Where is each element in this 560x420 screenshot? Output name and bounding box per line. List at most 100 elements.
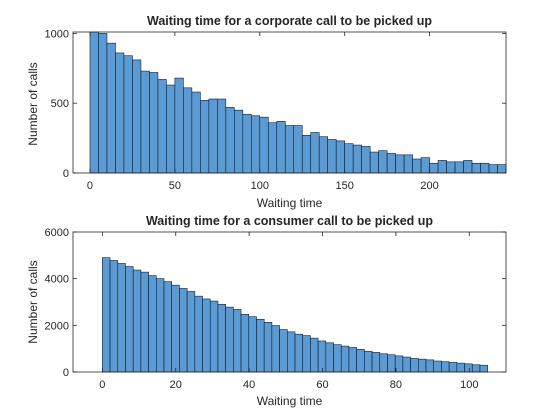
histogram-bar — [344, 143, 354, 174]
histogram-bar — [425, 359, 435, 373]
histogram-bar — [179, 288, 188, 373]
histogram-bar — [194, 295, 203, 373]
histogram-bar — [202, 298, 211, 373]
histogram-bar — [234, 109, 244, 174]
y-tick-label: 6000 — [45, 227, 69, 239]
histogram-bar — [191, 91, 201, 174]
histogram-bar — [310, 337, 319, 373]
y-tick-label: 500 — [51, 98, 69, 110]
histogram-bar — [327, 139, 337, 174]
histogram-bar — [386, 153, 396, 174]
histogram-bar — [318, 136, 329, 174]
histogram-bar — [279, 329, 288, 373]
y-axis-label: Number of calls — [26, 62, 40, 145]
histogram-bar — [412, 158, 422, 174]
histogram-bar — [132, 59, 142, 174]
histogram-bar — [394, 355, 404, 373]
histogram-bar — [464, 363, 473, 373]
axes-box — [72, 31, 507, 174]
histogram-bar — [479, 364, 488, 373]
histogram-bar — [378, 150, 388, 174]
histogram-bar — [140, 271, 149, 373]
histogram-bar — [248, 316, 257, 373]
x-tick-label: 100 — [460, 379, 478, 391]
histogram-bar — [140, 70, 150, 174]
histogram-bar — [471, 162, 481, 174]
histogram-bar — [171, 284, 180, 373]
x-axis-label: Waiting time — [257, 394, 323, 408]
histogram-bar — [369, 151, 379, 174]
axes-box — [72, 231, 507, 373]
histogram-bar — [217, 304, 226, 373]
histogram-bar — [89, 31, 99, 174]
histogram-bar — [132, 269, 142, 373]
y-axis-label: Number of calls — [26, 260, 40, 343]
histogram-bar — [263, 321, 273, 373]
histogram-bar — [276, 121, 286, 174]
histogram-bar — [174, 77, 184, 174]
y-tick-label: 1000 — [45, 28, 69, 40]
x-tick-label: 20 — [170, 379, 182, 391]
corporate-call-panel: Waiting time for a corporate call to be … — [26, 14, 507, 210]
x-tick-label: 40 — [243, 379, 255, 391]
histogram-bar — [417, 358, 427, 373]
histogram-bar — [240, 314, 250, 373]
histogram-bar — [186, 291, 196, 373]
histogram-bar — [441, 361, 450, 373]
histogram-bar — [117, 263, 126, 373]
histogram-bar — [379, 353, 388, 373]
histogram-bar — [233, 309, 242, 373]
bar-group — [89, 31, 507, 174]
histogram-bar — [446, 161, 456, 174]
histogram-bar — [348, 347, 357, 373]
tick-group: 0 20 40 60 80 100 0 2000 4000 6000 — [45, 227, 506, 391]
histogram-bar — [448, 362, 458, 373]
x-tick-label: 0 — [99, 379, 105, 391]
histogram-bar — [387, 354, 396, 373]
histogram-bar — [217, 98, 227, 174]
histogram-bar — [403, 154, 413, 174]
x-tick-label: 100 — [251, 180, 269, 192]
histogram-bar — [148, 275, 157, 373]
histogram-bar — [364, 350, 373, 373]
bar-group — [102, 257, 488, 373]
histogram-bar — [250, 115, 261, 174]
histogram-bar — [454, 161, 464, 174]
histogram-bar — [256, 318, 265, 373]
consumer-call-panel: Waiting time for a consumer call to be p… — [26, 214, 507, 408]
histogram-bar — [294, 333, 304, 373]
histogram-bar — [480, 162, 490, 174]
histogram-bar — [456, 362, 465, 373]
y-tick-label: 0 — [63, 367, 69, 379]
histogram-bar — [106, 42, 116, 174]
histogram-bar — [98, 33, 108, 174]
histogram-bar — [286, 331, 296, 373]
histogram-bar — [325, 342, 334, 373]
histogram-bar — [301, 135, 312, 174]
histogram-bar — [183, 87, 193, 174]
histogram-bar — [433, 360, 442, 373]
x-axis-label: Waiting time — [257, 196, 323, 210]
x-tick-label: 60 — [316, 379, 328, 391]
histogram-bar — [259, 116, 269, 174]
histogram-bar — [395, 154, 405, 174]
histogram-bar — [284, 125, 295, 174]
histogram-bar — [410, 358, 419, 373]
histogram-bar — [340, 345, 350, 373]
histogram-bar — [488, 164, 498, 174]
histogram-bar — [310, 132, 320, 174]
histogram-bar — [157, 79, 167, 174]
histogram-bar — [429, 162, 439, 174]
histogram-bar — [497, 164, 507, 174]
chart-title: Waiting time for a corporate call to be … — [147, 14, 432, 28]
histogram-bar — [102, 257, 111, 373]
tick-group: 0 50 100 150 200 0 500 1000 — [45, 28, 506, 192]
histogram-bar — [471, 364, 481, 373]
histogram-bar — [420, 157, 430, 174]
histogram-bar — [242, 114, 252, 174]
histogram-bar — [225, 306, 234, 373]
x-tick-label: 200 — [420, 180, 438, 192]
x-tick-label: 80 — [390, 379, 402, 391]
y-tick-label: 0 — [63, 168, 69, 180]
